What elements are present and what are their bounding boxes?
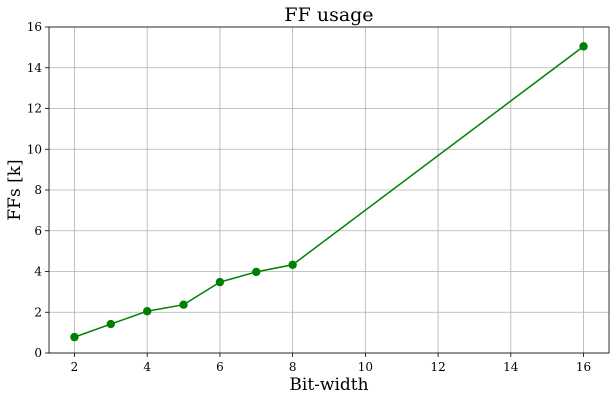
x-tick-label: 14	[503, 360, 519, 374]
plot-area-frame	[48, 26, 610, 354]
y-tick-label: 0	[34, 346, 42, 360]
data-series	[70, 42, 588, 342]
data-point	[70, 332, 79, 342]
data-point	[106, 319, 116, 329]
x-tick-label: 12	[430, 360, 445, 374]
x-tick-label: 2	[71, 360, 79, 374]
data-point	[252, 267, 261, 277]
data-point	[179, 300, 188, 309]
x-tick-label: 6	[216, 360, 224, 374]
chart-title: FF usage	[284, 4, 373, 26]
axis-ticks: 2 4 6 8 10 12 14 16 0 2 4 6 8 10 12 14 16	[27, 20, 591, 374]
series-line	[74, 45, 585, 338]
data-point	[142, 307, 152, 316]
x-axis-label: Bit-width	[289, 375, 368, 395]
y-tick-label: 4	[34, 265, 42, 279]
y-tick-label: 14	[27, 61, 43, 75]
data-point	[579, 42, 588, 51]
y-tick-label: 12	[27, 102, 42, 116]
x-tick-label: 8	[289, 360, 297, 374]
y-axis-label: FFs [k]	[5, 159, 25, 220]
y-tick-label: 6	[34, 224, 42, 238]
y-tick-label: 10	[27, 142, 42, 156]
y-tick-label: 2	[34, 305, 42, 319]
x-tick-label: 16	[576, 360, 591, 374]
data-point	[288, 260, 297, 269]
y-tick-label: 8	[34, 183, 42, 197]
x-tick-label: 10	[358, 360, 373, 374]
y-tick-label: 16	[27, 20, 42, 34]
data-point	[215, 277, 225, 287]
x-tick-label: 4	[143, 360, 151, 374]
